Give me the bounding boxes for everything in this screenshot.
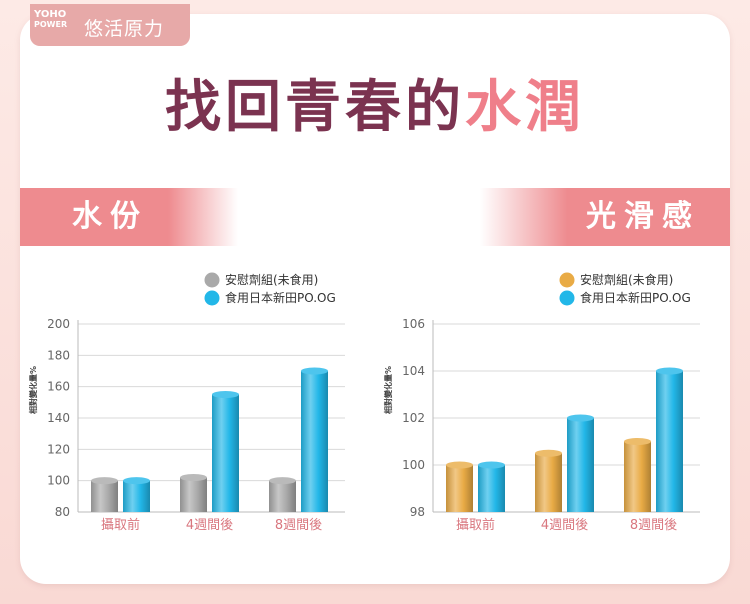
brand-logo: YOHO POWER 悠活原力	[30, 4, 190, 46]
bar-cap	[656, 367, 683, 375]
bar	[91, 480, 118, 512]
bar	[535, 453, 562, 512]
x-tick-label: 攝取前	[456, 517, 495, 533]
legend-label: 安慰劑組(未食用)	[225, 272, 318, 287]
y-tick-label: 102	[402, 411, 425, 425]
legend-swatch	[204, 272, 220, 288]
bar-cap	[91, 477, 118, 485]
legend-label: 食用日本新田PO.OG	[225, 290, 336, 305]
bar	[180, 477, 207, 512]
y-tick-label: 80	[55, 505, 70, 519]
bar	[567, 418, 594, 512]
bar	[624, 441, 651, 512]
y-tick-label: 104	[402, 364, 425, 378]
y-tick-label: 160	[47, 380, 70, 394]
bar	[212, 394, 239, 512]
bar-cap	[535, 449, 562, 457]
section-banner-water: 水份	[20, 188, 238, 246]
bar-cap	[212, 391, 239, 398]
headline-part2: 水潤	[465, 74, 585, 140]
y-tick-label: 106	[402, 317, 425, 331]
y-axis-label: 相對變化量%	[28, 366, 38, 414]
bar-cap	[624, 438, 651, 445]
legend-swatch	[559, 290, 575, 306]
section-banner-smoothness: 光滑感	[480, 188, 730, 246]
legend-swatch	[559, 272, 575, 288]
x-tick-label: 4週間後	[541, 518, 588, 533]
x-tick-label: 4週間後	[186, 518, 233, 533]
y-tick-label: 98	[410, 505, 425, 519]
brand-name: 悠活原力	[84, 18, 165, 40]
bar-cap	[446, 461, 473, 469]
x-tick-label: 攝取前	[101, 517, 140, 533]
x-tick-label: 8週間後	[630, 518, 677, 533]
bar	[123, 480, 150, 512]
y-tick-label: 180	[47, 348, 70, 362]
bar	[269, 480, 296, 512]
logo-line2: POWER	[34, 20, 68, 29]
bar-cap	[301, 367, 328, 375]
bar	[656, 371, 683, 512]
bar-cap	[123, 477, 150, 485]
logo-line1: YOHO	[34, 9, 67, 20]
chart-water: 80 100 120 140 160 180 200 相對變化量% 安慰劑組(未食用) 食用日本新…	[28, 272, 345, 533]
bar-cap	[567, 414, 594, 422]
bar-cap	[478, 461, 505, 469]
y-tick-label: 140	[47, 411, 70, 425]
bar-cap	[180, 474, 207, 482]
bar	[301, 371, 328, 512]
y-tick-label: 120	[47, 442, 70, 456]
headline: 找回青春的水潤	[0, 72, 750, 142]
bar-cap	[269, 477, 296, 485]
legend-swatch	[204, 290, 220, 306]
y-tick-label: 200	[47, 317, 70, 331]
y-tick-label: 100	[402, 458, 425, 472]
legend-label: 食用日本新田PO.OG	[580, 290, 691, 305]
legend-label: 安慰劑組(未食用)	[580, 272, 673, 287]
y-tick-label: 100	[47, 474, 70, 488]
logo-mark: YOHO POWER	[34, 10, 67, 30]
chart-smoothness: 98 100 102 104 106 相對變化量% 安慰劑組(未食用) 食用日本新田PO.OG…	[383, 272, 700, 533]
x-tick-label: 8週間後	[275, 518, 322, 533]
bar	[478, 465, 505, 512]
y-axis-label: 相對變化量%	[383, 366, 393, 414]
bar	[446, 465, 473, 512]
headline-part1: 找回青春的	[165, 74, 465, 140]
